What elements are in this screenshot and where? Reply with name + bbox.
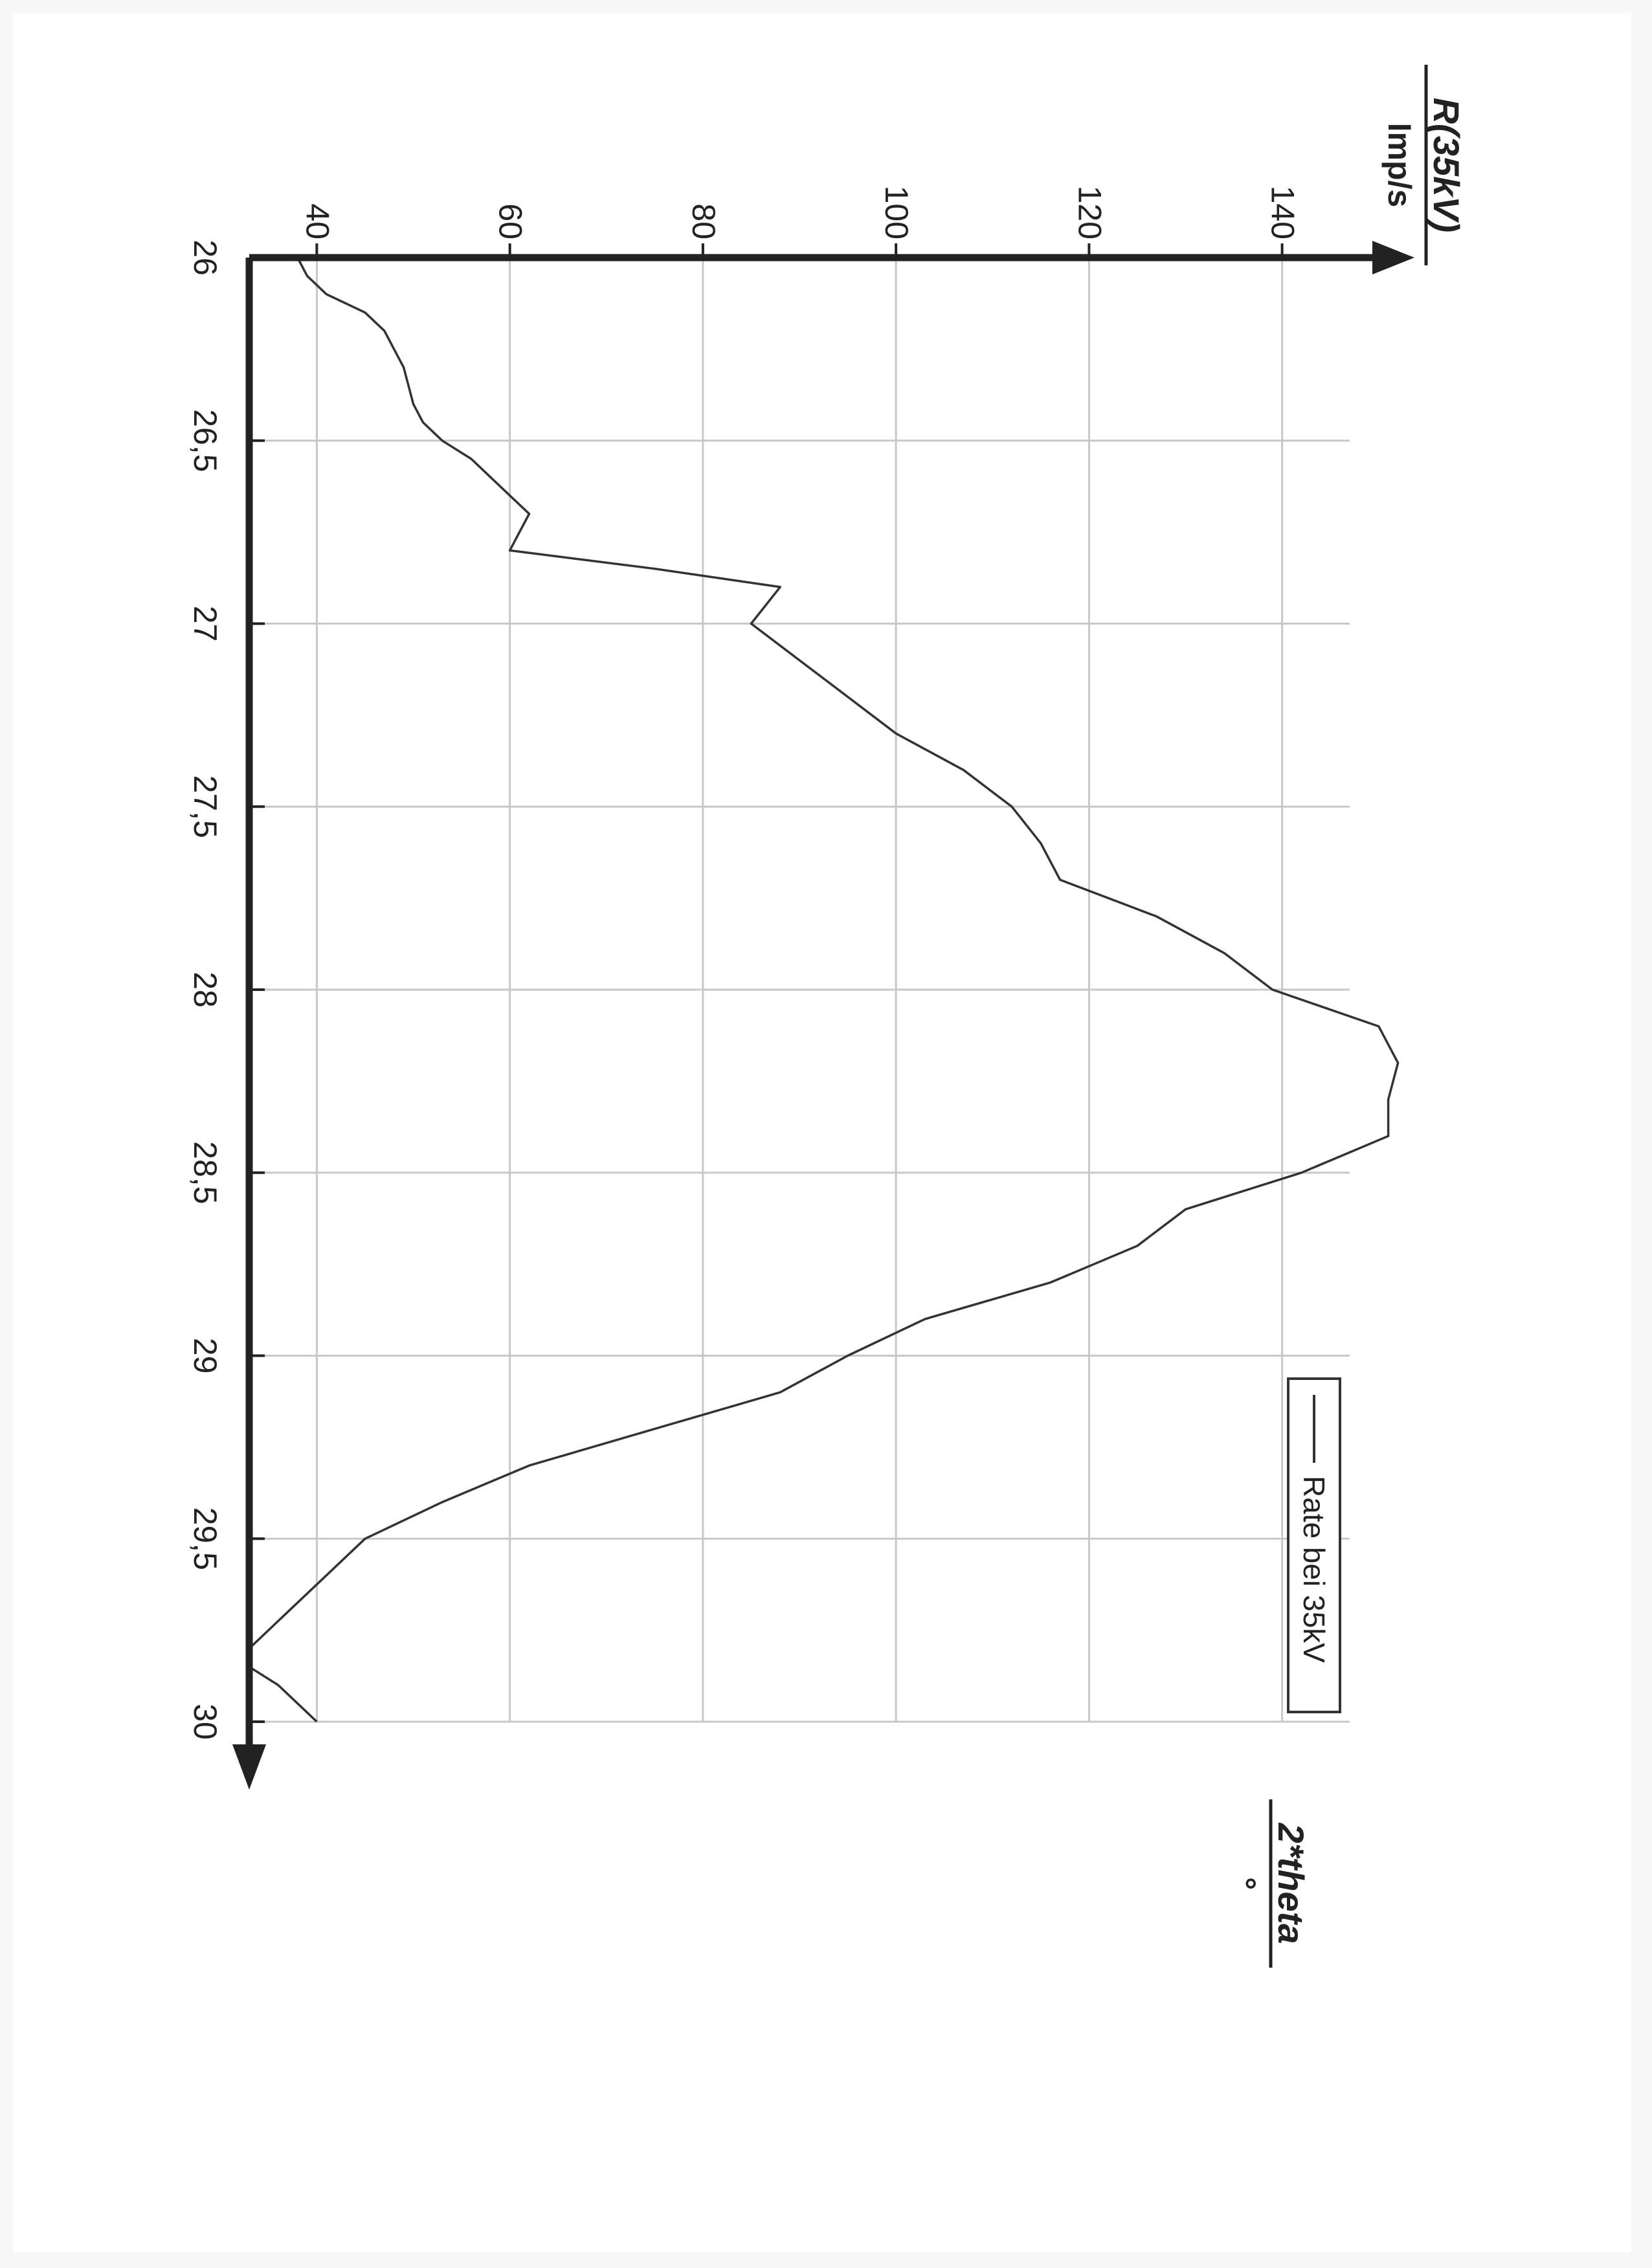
y-tick-label: 40 [299, 203, 335, 239]
y-tick-label: 60 [493, 203, 529, 239]
axes: 26 26,5 27 27,5 28 28,5 29 29,5 30 40 60 80 100 120 14… [187, 186, 1414, 1790]
x-tick-label: 30 [187, 1704, 223, 1740]
x-tick-label: 27,5 [187, 775, 223, 838]
series-layer [248, 257, 1400, 1723]
paper-sheet [13, 13, 1631, 2252]
x-tick-label: 29 [187, 1338, 223, 1374]
x-axis-unit: ° [1226, 1877, 1262, 1890]
y-axis-title: R(35kV) [1426, 98, 1467, 233]
y-axis-title-group: R(35kV) Imp/s [1381, 65, 1467, 265]
x-tick-label: 26 [187, 239, 223, 276]
x-tick-label: 27 [187, 606, 223, 642]
labels: R(35kV) Imp/s 2*theta ° Rate bei 35kV [1226, 65, 1467, 1968]
x-axis-title: 2*theta [1271, 1823, 1312, 1944]
y-axis-unit: Imp/s [1381, 123, 1418, 208]
legend: Rate bei 35kV [1287, 1377, 1341, 1713]
x-axis-title-group: 2*theta ° [1226, 1799, 1312, 1968]
x-axis-arrowhead [232, 1744, 266, 1790]
y-tick-label: 100 [878, 186, 915, 239]
x-tick-label: 28 [187, 972, 223, 1008]
y-axis-arrowhead [1372, 241, 1414, 274]
x-tick-label: 28,5 [187, 1141, 223, 1204]
y-tick-label: 140 [1265, 186, 1301, 239]
x-tick-label: 26,5 [187, 409, 223, 472]
grid [249, 258, 1350, 1723]
y-tick-label: 80 [686, 203, 722, 239]
y-tick-label: 120 [1071, 186, 1108, 239]
x-tick-label: 29,5 [187, 1507, 223, 1570]
legend-entry-rate: Rate bei 35kV [1297, 1476, 1331, 1663]
